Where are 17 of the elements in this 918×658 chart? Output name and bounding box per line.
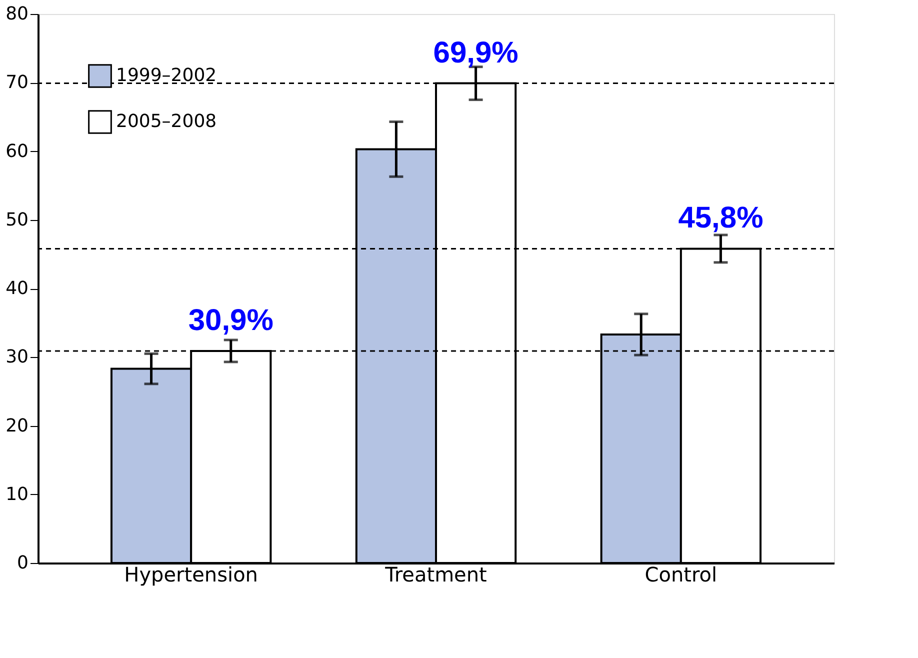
x-tick-label: Hypertension [124, 562, 258, 586]
annotation: 30,9% [188, 304, 274, 337]
legend-label: 2005–2008 [116, 111, 217, 132]
annotation: 45,8% [678, 202, 764, 235]
x-tick-label: Control [644, 562, 718, 586]
x-tick-label: Treatment [384, 562, 488, 586]
y-tick-label: 10 [6, 484, 28, 505]
y-tick-label: 60 [6, 140, 28, 162]
legend-label: 1999–2002 [116, 65, 217, 86]
y-tick-label: 0 [17, 552, 28, 574]
y-tick-label: 40 [6, 278, 28, 299]
y-tick-label: 80 [6, 4, 28, 24]
y-tick-label: 20 [6, 415, 28, 436]
y-tick-label: 70 [6, 72, 28, 94]
y-tick-label: 50 [6, 209, 28, 230]
annotation: 69,9% [433, 36, 518, 70]
y-tick-label: 30 [6, 346, 28, 368]
